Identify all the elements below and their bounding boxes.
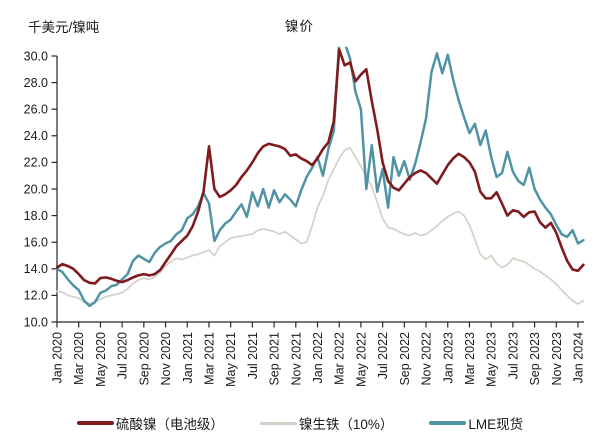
- x-tick-label: Sep 2023: [528, 332, 542, 386]
- x-tick-label: Jan 2024: [572, 332, 586, 383]
- x-tick-label: Mar 2022: [333, 332, 347, 385]
- x-tick-label: Jul 2023: [506, 332, 520, 379]
- legend-label: 镍生铁（10%）: [298, 417, 394, 432]
- x-tick-label: Jul 2021: [246, 332, 260, 379]
- series-line-0: [56, 48, 585, 285]
- y-tick-label: 18.0: [24, 209, 48, 223]
- x-tick-label: Mar 2020: [72, 332, 86, 385]
- y-tick-label: 24.0: [24, 129, 48, 143]
- legend: 硫酸镍（电池级） 镍生铁（10%） LME现货: [0, 413, 600, 433]
- x-tick-label: May 2023: [485, 332, 499, 387]
- series-line-1: [56, 146, 585, 305]
- y-tick-label: 10.0: [24, 315, 48, 329]
- series-group: [56, 46, 585, 308]
- x-tick-label: Mar 2021: [202, 332, 216, 385]
- x-tick-label: May 2021: [224, 332, 238, 387]
- legend-item-0: 硫酸镍（电池级）: [76, 413, 224, 433]
- legend-swatch: [76, 421, 114, 425]
- x-tick-label: May 2022: [354, 332, 368, 387]
- x-tick-label: Nov 2021: [289, 332, 303, 386]
- y-tick-label: 14.0: [24, 262, 48, 276]
- series-line-2: [56, 46, 585, 308]
- y-tick-label: 20.0: [24, 182, 48, 196]
- x-tick-label: Jan 2023: [441, 332, 455, 383]
- legend-swatch: [259, 421, 297, 425]
- x-tick-label: May 2020: [94, 332, 108, 387]
- chart-title: 镍价: [284, 19, 314, 34]
- x-tick-label: Jul 2022: [376, 332, 390, 379]
- y-tick-label: 30.0: [24, 49, 48, 63]
- y-tick-label: 28.0: [24, 76, 48, 90]
- x-tick-label: Sep 2022: [398, 332, 412, 386]
- x-tick-label: Mar 2023: [463, 332, 477, 385]
- y-tick-label: 16.0: [24, 236, 48, 250]
- x-tick-label: Nov 2023: [550, 332, 564, 386]
- x-tick-label: Sep 2021: [268, 332, 282, 386]
- legend-item-2: LME现货: [429, 413, 523, 433]
- x-tick-label: Jan 2020: [51, 332, 65, 383]
- legend-label: 硫酸镍（电池级）: [115, 417, 224, 432]
- legend-swatch: [429, 421, 467, 425]
- y-axis-unit-label: 千美元/镍吨: [28, 20, 100, 35]
- y-tick-label: 22.0: [24, 156, 48, 170]
- x-tick-label: Nov 2022: [420, 332, 434, 386]
- y-tick-label: 26.0: [24, 103, 48, 117]
- x-tick-label: Jan 2021: [181, 332, 195, 383]
- x-tick-label: Jul 2020: [116, 332, 130, 379]
- x-tick-label: Sep 2020: [137, 332, 151, 386]
- x-tick-label: Jan 2022: [311, 332, 325, 383]
- x-tick-label: Nov 2020: [159, 332, 173, 386]
- legend-label: LME现货: [468, 417, 524, 432]
- legend-item-1: 镍生铁（10%）: [259, 413, 394, 433]
- y-tick-label: 12.0: [24, 289, 48, 303]
